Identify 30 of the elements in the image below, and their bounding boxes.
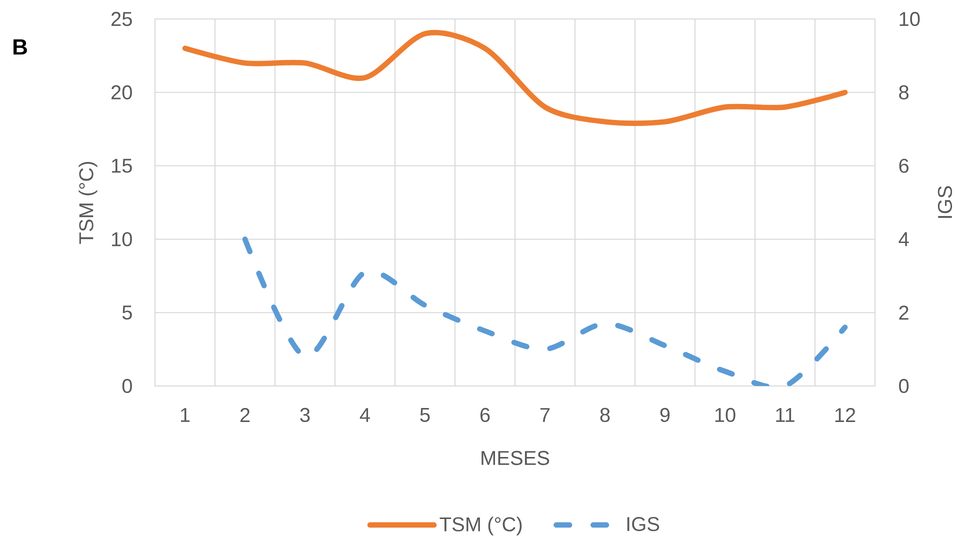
y2-tick-label: 2 <box>899 306 908 320</box>
x-tick-label: 5 <box>420 408 430 422</box>
legend-label: IGS <box>627 516 660 532</box>
x-tick-label: 1 <box>180 408 190 422</box>
x-tick-label: 9 <box>660 408 670 422</box>
text: B <box>14 39 27 55</box>
y2-tick-label: 6 <box>899 158 909 173</box>
x-tick-label: 3 <box>300 408 310 422</box>
x-tick-label: 12 <box>835 408 856 422</box>
x-tick-label: 7 <box>540 408 550 422</box>
y2-tick-label: 10 <box>900 12 920 26</box>
y-tick-label: 20 <box>112 85 132 100</box>
y2-axis-title: IGS <box>938 186 952 218</box>
y2-tick-label: 8 <box>899 85 909 100</box>
y-tick-label: 25 <box>112 12 132 26</box>
x-tick-label: 6 <box>480 408 490 422</box>
x-tick-label: 11 <box>776 408 794 422</box>
y-tick-label: 15 <box>112 158 132 173</box>
x-tick-label: 8 <box>600 408 610 422</box>
x-tick-label: 4 <box>360 408 370 422</box>
y-tick-label: 10 <box>112 232 132 246</box>
y2-tick-label: 0 <box>899 378 909 394</box>
y-axis-title: TSM (°C) <box>78 162 98 244</box>
y-tick-label: 0 <box>122 378 132 394</box>
x-tick-label: 10 <box>715 408 736 422</box>
y-tick-label: 5 <box>122 306 132 320</box>
legend-label: TSM (°C) <box>440 516 522 536</box>
y2-tick-label: 4 <box>898 232 909 246</box>
x-tick-label: 2 <box>240 408 250 422</box>
x-axis-title: MESES <box>482 450 550 466</box>
